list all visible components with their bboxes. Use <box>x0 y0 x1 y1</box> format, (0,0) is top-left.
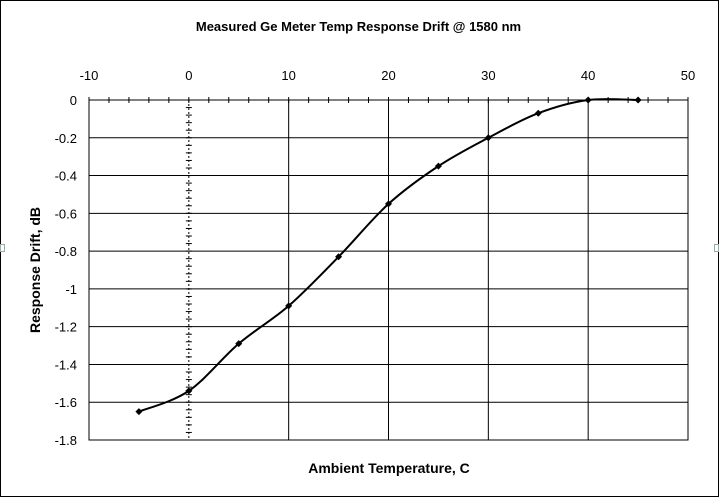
x-tick-label: -10 <box>80 68 99 83</box>
y-tick-label: -1 <box>65 282 77 297</box>
y-tick-label: -1.4 <box>55 357 77 372</box>
data-point <box>235 340 243 348</box>
data-point <box>135 408 143 416</box>
y-tick-label: -1.8 <box>55 433 77 448</box>
data-point <box>385 200 392 208</box>
x-tick-label: 40 <box>581 68 595 83</box>
x-tick-label: 20 <box>381 68 395 83</box>
series-line <box>138 98 639 413</box>
x-tick-label: 30 <box>481 68 495 83</box>
y-tick-label: -0.6 <box>55 206 77 221</box>
y-tick-label: -0.2 <box>55 131 77 146</box>
y-tick-label: 0 <box>70 93 77 108</box>
y-tick-label: -1.6 <box>55 395 77 410</box>
y-tick-label: -0.4 <box>55 169 77 184</box>
x-tick-label: 10 <box>281 68 295 83</box>
data-point <box>285 302 293 310</box>
left-resize-handle <box>0 244 5 252</box>
y-tick-label: -0.8 <box>55 244 77 259</box>
y-tick-label: -1.2 <box>55 320 77 335</box>
data-point <box>434 162 442 170</box>
data-point <box>584 96 592 104</box>
x-tick-label: 0 <box>185 68 192 83</box>
data-point <box>185 387 193 395</box>
data-point <box>335 253 343 261</box>
data-point <box>634 96 642 104</box>
chart-title: Measured Ge Meter Temp Response Drift @ … <box>195 19 522 34</box>
x-tick-label: 50 <box>681 68 695 83</box>
data-point <box>534 109 542 117</box>
x-axis-label: Ambient Temperature, C <box>308 460 470 476</box>
data-point <box>484 134 492 142</box>
